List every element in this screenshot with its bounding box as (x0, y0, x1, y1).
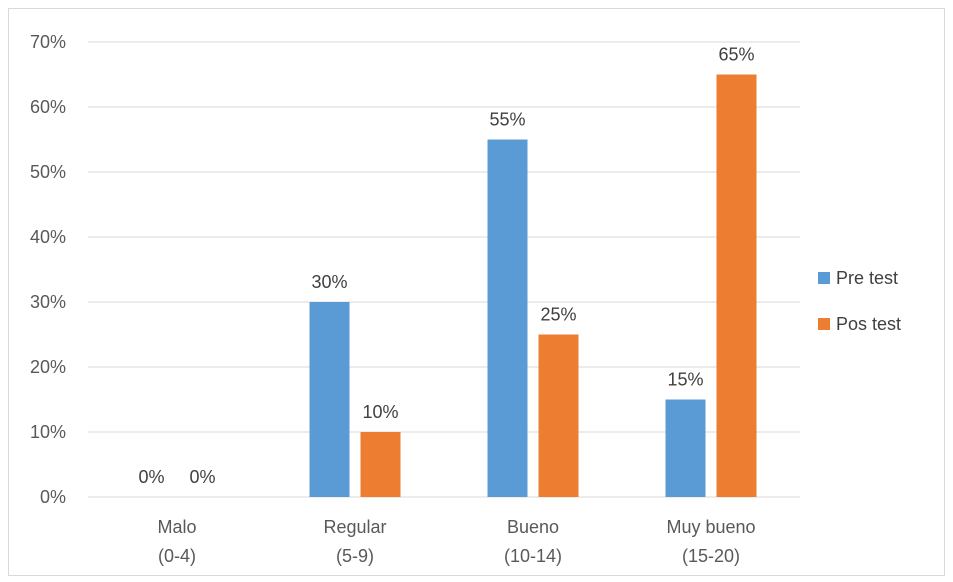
data-label: 55% (489, 110, 525, 130)
bar-pos-test (538, 334, 579, 497)
legend-swatch (818, 272, 830, 284)
x-tick-label: Regular (323, 517, 386, 537)
data-label: 0% (138, 467, 164, 487)
data-label: 25% (540, 305, 576, 325)
chart-frame (8, 8, 945, 576)
x-tick-label: Bueno (507, 517, 559, 537)
data-label: 65% (718, 45, 754, 65)
x-tick-label: Muy bueno (666, 517, 755, 537)
bar-pos-test (716, 74, 757, 497)
data-label: 30% (311, 272, 347, 292)
y-tick-label: 70% (30, 32, 66, 52)
x-tick-label: Malo (157, 517, 196, 537)
x-tick-label-range: (0-4) (158, 546, 196, 566)
bar-pre-test (665, 399, 706, 497)
x-tick-label-range: (10-14) (504, 546, 562, 566)
data-label: 0% (189, 467, 215, 487)
data-label: 15% (667, 370, 703, 390)
y-tick-label: 30% (30, 292, 66, 312)
y-tick-label: 50% (30, 162, 66, 182)
legend-label: Pos test (836, 314, 901, 334)
bar-pos-test (360, 432, 401, 497)
legend-swatch (818, 318, 830, 330)
y-tick-label: 40% (30, 227, 66, 247)
x-tick-label-range: (5-9) (336, 546, 374, 566)
legend-label: Pre test (836, 268, 898, 288)
bar-pre-test (487, 139, 528, 497)
bar-pre-test (309, 302, 350, 497)
y-tick-label: 0% (40, 487, 66, 507)
data-label: 10% (362, 402, 398, 422)
y-tick-label: 20% (30, 357, 66, 377)
y-tick-label: 10% (30, 422, 66, 442)
x-tick-label-range: (15-20) (682, 546, 740, 566)
y-tick-label: 60% (30, 97, 66, 117)
